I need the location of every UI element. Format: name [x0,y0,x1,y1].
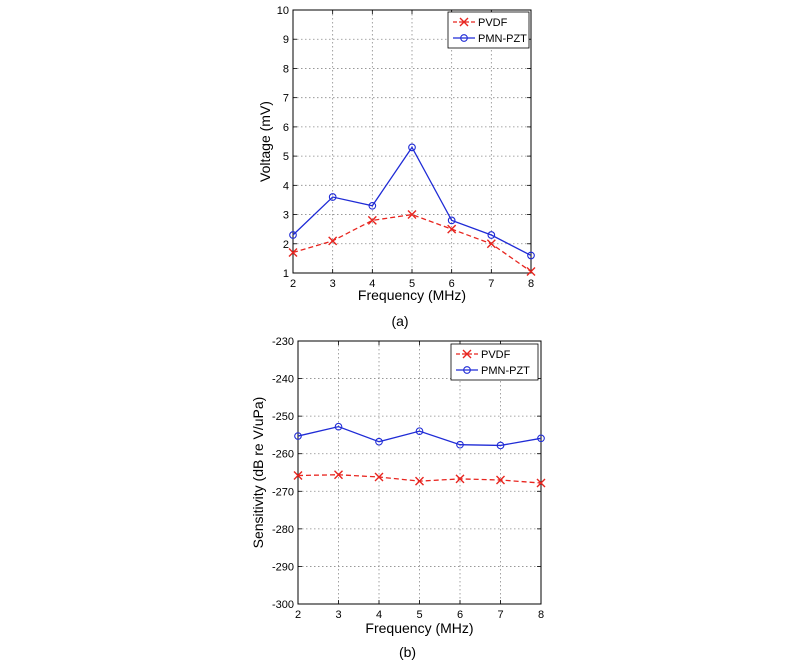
x-tick-label: 8 [528,278,534,290]
series-line-pmn-pzt [292,146,532,257]
y-axis-label: Voltage (mV) [257,101,273,182]
data-point-pmn-pzt [375,437,383,446]
y-tick-label: -290 [272,561,294,573]
x-tick-label: 3 [335,609,341,621]
panel-caption: (b) [399,644,416,660]
legend-marker-pvdf [459,17,469,27]
data-point-pmn-pzt [456,440,464,449]
y-axis-label: Sensitivity (dB re V/uPa) [250,397,266,549]
x-tick-label: 5 [416,609,422,621]
data-point-pmn-pzt [334,422,343,431]
data-point-pmn-pzt [537,434,545,443]
x-tick-label: 6 [449,278,455,290]
x-axis-label: Frequency (MHz) [358,287,466,303]
data-point-pvdf [486,239,496,249]
x-axis-label: Frequency (MHz) [365,620,473,636]
x-tick-label: 3 [330,278,336,290]
y-tick-label: -240 [272,374,294,386]
data-point-pvdf [526,267,536,277]
data-point-pvdf [293,471,303,481]
y-tick-label: 8 [283,63,289,75]
x-tick-label: 2 [295,609,301,621]
y-tick-label: -250 [272,411,294,423]
data-point-pmn-pzt [368,201,377,210]
data-point-pvdf [496,475,505,485]
chart-b: 2 3 4 5 6 7 8 -300 -290 -280 -270 -260 -250 -240 -230 P… [250,336,546,660]
data-point-pmn-pzt [408,143,416,152]
series-line-pmn-pzt [297,425,542,447]
legend: PVDF PMN-PZT [450,343,539,381]
y-tick-label: 4 [283,180,289,192]
legend-marker-pvdf [462,349,472,359]
x-tick-label: 4 [376,609,382,621]
x-tick-label: 7 [488,278,494,290]
data-point-pmn-pzt [415,427,424,436]
data-point-pvdf [455,474,465,484]
y-tick-label: 9 [283,34,289,46]
data-point-pmn-pzt [527,251,535,260]
y-tick-label: 5 [283,151,289,163]
legend-label-pmn-pzt: PMN-PZT [478,33,527,45]
data-point-pmn-pzt [294,432,302,440]
y-tick-label: -300 [272,599,294,611]
y-tick-label: 10 [277,5,289,17]
data-point-pmn-pzt [447,216,456,225]
legend-label-pmn-pzt: PMN-PZT [481,365,530,377]
y-tick-label: 2 [283,239,289,251]
data-point-pmn-pzt [487,231,496,239]
data-point-pvdf [447,224,457,234]
y-tick-label: -230 [272,336,294,348]
legend-box [447,11,530,49]
data-point-pvdf [415,476,424,486]
legend-box [450,343,539,381]
axes-frame [297,340,542,605]
legend-marker-pmn-pzt [463,366,471,374]
y-tick-label: 1 [283,268,289,280]
legend-label-pvdf: PVDF [478,17,508,29]
x-tick-label: 4 [369,278,375,290]
data-point-pmn-pzt [328,193,337,201]
legend: PVDF PMN-PZT [447,11,530,49]
data-point-pvdf [328,236,338,246]
data-point-pvdf [374,472,384,482]
data-point-pvdf [536,478,546,488]
y-tick-label: -280 [272,524,294,536]
panel-caption: (a) [391,313,408,329]
y-tick-label: 7 [283,93,289,105]
legend-label-pvdf: PVDF [481,349,511,361]
x-tick-label: 6 [457,609,463,621]
data-point-pvdf [334,470,343,480]
x-tick-label: 2 [290,278,296,290]
y-tick-label: 6 [283,122,289,134]
plot-area [298,341,541,604]
data-point-pmn-pzt [496,441,505,450]
y-tick-label: -270 [272,486,294,498]
axes-frame [292,9,532,274]
data-point-pvdf [407,210,417,220]
x-tick-label: 7 [497,609,503,621]
legend-marker-pmn-pzt [460,34,468,42]
data-point-pvdf [288,248,298,258]
x-tick-label: 8 [538,609,544,621]
data-point-pmn-pzt [289,231,297,239]
y-tick-label: -260 [272,449,294,461]
plot-area [293,10,531,273]
y-tick-label: 3 [283,210,289,222]
x-tick-label: 5 [409,278,415,290]
data-point-pvdf [367,215,377,225]
